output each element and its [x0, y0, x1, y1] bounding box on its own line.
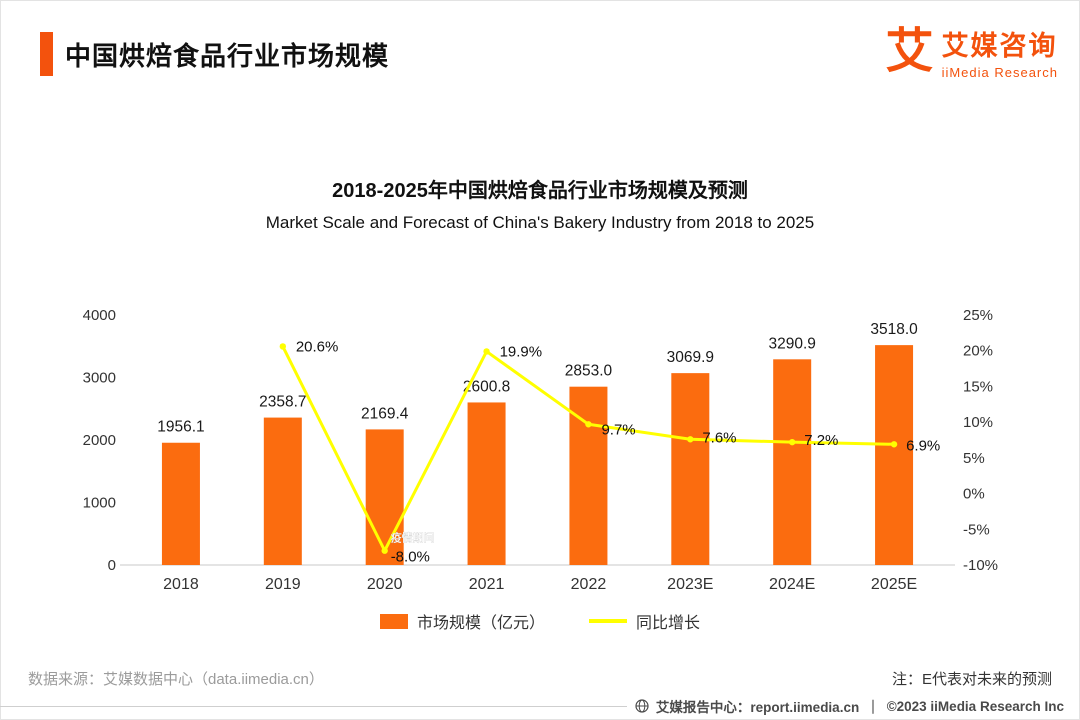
footer-text: 艾媒报告中心：report.iimedia.cn ｜ ©2023 iiMedia…: [627, 696, 1080, 716]
svg-text:3000: 3000: [83, 370, 116, 387]
svg-text:15%: 15%: [963, 378, 993, 395]
data-source-text: 数据来源：艾媒数据中心（data.iimedia.cn）: [28, 671, 324, 688]
svg-text:25%: 25%: [963, 307, 993, 324]
page-title: 中国烘焙食品行业市场规模: [65, 40, 390, 71]
svg-text:-5%: -5%: [963, 521, 990, 538]
svg-text:疫情期间: 疫情期间: [391, 531, 435, 545]
svg-text:1000: 1000: [83, 495, 116, 512]
title-accent-bar: [40, 32, 53, 76]
chart-legend: 市场规模（亿元） 同比增长: [0, 606, 1080, 636]
legend-bar-label: 市场规模（亿元）: [416, 615, 545, 632]
forecast-note-text: 注：E代表对未来的预测: [891, 671, 1052, 688]
svg-text:-8.0%: -8.0%: [391, 549, 430, 566]
brand-name-en: iiMedia Research: [941, 65, 1058, 80]
footer-separator: ｜: [866, 700, 880, 715]
header: 中国烘焙食品行业市场规模: [40, 30, 389, 78]
svg-text:2025E: 2025E: [871, 576, 917, 593]
svg-text:2019: 2019: [265, 576, 301, 593]
svg-text:20.6%: 20.6%: [296, 338, 339, 355]
brand-logo-icon: 艾: [885, 25, 934, 78]
svg-text:3518.0: 3518.0: [870, 321, 918, 338]
svg-text:2020: 2020: [367, 576, 403, 593]
legend-line-label: 同比增长: [636, 615, 701, 632]
svg-text:6.9%: 6.9%: [906, 437, 940, 454]
chart-title-cn: 2018-2025年中国烘焙食品行业市场规模及预测: [332, 180, 748, 202]
legend-item-market-scale: 市场规模（亿元）: [379, 609, 545, 633]
legend-line-swatch: [589, 619, 627, 623]
svg-text:4000: 4000: [83, 307, 116, 324]
svg-text:2021: 2021: [469, 576, 505, 593]
svg-text:2853.0: 2853.0: [565, 363, 613, 380]
svg-text:10%: 10%: [963, 414, 993, 431]
svg-text:19.9%: 19.9%: [500, 343, 543, 360]
svg-text:-10%: -10%: [963, 557, 998, 574]
legend-bar-swatch: [379, 613, 408, 629]
footer-site: 艾媒报告中心：report.iimedia.cn: [655, 700, 860, 715]
footer-copyright: ©2023 iiMedia Research Inc: [886, 698, 1064, 714]
svg-text:2022: 2022: [571, 576, 607, 593]
svg-text:9.7%: 9.7%: [601, 421, 635, 438]
svg-text:2024E: 2024E: [769, 576, 815, 593]
footer-divider: [0, 705, 627, 707]
brand-name-cn: 艾媒咨询: [941, 31, 1058, 61]
svg-text:20%: 20%: [963, 343, 993, 360]
svg-text:7.2%: 7.2%: [804, 432, 838, 449]
svg-text:0%: 0%: [963, 486, 985, 503]
svg-text:3290.9: 3290.9: [768, 335, 815, 352]
svg-text:2018: 2018: [163, 576, 199, 593]
svg-text:2358.7: 2358.7: [259, 394, 306, 411]
globe-icon: [635, 699, 649, 713]
legend-item-growth: 同比增长: [589, 609, 700, 633]
svg-text:3069.9: 3069.9: [667, 349, 714, 366]
svg-text:1956.1: 1956.1: [157, 419, 204, 436]
svg-text:5%: 5%: [963, 450, 985, 467]
svg-text:2600.8: 2600.8: [463, 378, 510, 395]
svg-text:7.6%: 7.6%: [702, 429, 736, 446]
footer: 艾媒报告中心：report.iimedia.cn ｜ ©2023 iiMedia…: [0, 692, 1080, 720]
svg-text:2169.4: 2169.4: [361, 405, 409, 422]
source-row: 数据来源：艾媒数据中心（data.iimedia.cn） 注：E代表对未来的预测: [28, 668, 1052, 689]
chart-title-en: Market Scale and Forecast of China's Bak…: [265, 213, 815, 232]
svg-text:2000: 2000: [83, 432, 116, 449]
svg-text:0: 0: [108, 557, 116, 574]
brand-logo-text: 艾媒咨询 iiMedia Research: [942, 24, 1058, 80]
svg-text:2023E: 2023E: [667, 576, 713, 593]
brand-logo: 艾 艾媒咨询 iiMedia Research: [885, 24, 1058, 81]
